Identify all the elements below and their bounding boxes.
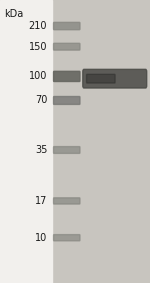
Bar [0, 0, 52, 283]
FancyBboxPatch shape [83, 69, 147, 88]
FancyBboxPatch shape [54, 71, 80, 82]
Text: 210: 210 [29, 21, 47, 31]
Text: 100: 100 [29, 71, 47, 82]
Text: 70: 70 [35, 95, 47, 106]
Text: 17: 17 [35, 196, 47, 206]
Text: kDa: kDa [4, 9, 24, 19]
FancyBboxPatch shape [87, 74, 115, 83]
FancyBboxPatch shape [54, 235, 80, 241]
Text: 10: 10 [35, 233, 47, 243]
FancyBboxPatch shape [54, 198, 80, 204]
FancyBboxPatch shape [54, 97, 80, 104]
FancyBboxPatch shape [54, 147, 80, 153]
Text: 150: 150 [29, 42, 47, 52]
FancyBboxPatch shape [54, 43, 80, 50]
FancyBboxPatch shape [54, 22, 80, 30]
Text: 35: 35 [35, 145, 47, 155]
